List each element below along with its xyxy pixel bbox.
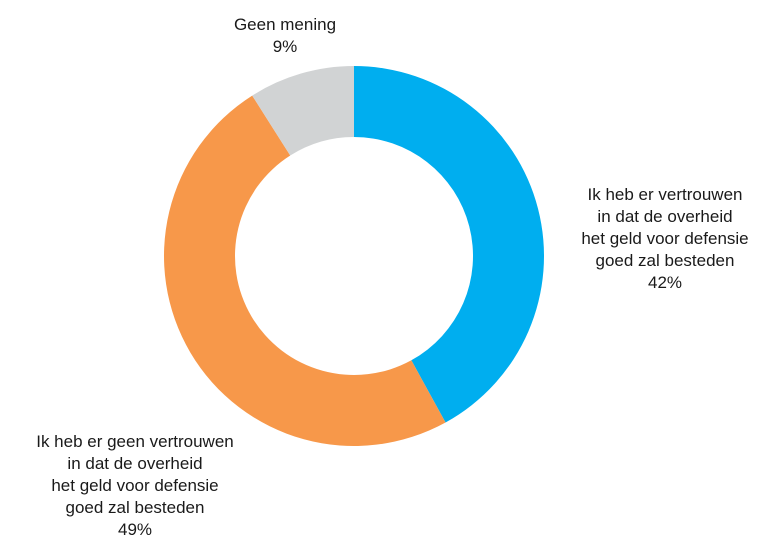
slice-value-label: 9% [272, 37, 298, 56]
donut-slices [163, 66, 545, 447]
slice-label-vertrouwen: Ik heb er vertrouwen in dat de overheid … [545, 184, 781, 294]
slice-label-line: het geld voor defensie [51, 476, 219, 495]
slice-value-label: 49% [117, 520, 153, 539]
slice-label-geen-vertrouwen: Ik heb er geen vertrouwen in dat de over… [0, 431, 270, 541]
donut-slice-vertrouwen [354, 66, 545, 423]
slice-label-line: goed zal besteden [65, 498, 205, 517]
slice-label-line: goed zal besteden [595, 251, 735, 270]
slice-label-line: Ik heb er vertrouwen [587, 185, 743, 204]
slice-label-line: in dat de overheid [597, 207, 733, 226]
slice-label-line: het geld voor defensie [581, 229, 749, 248]
donut-slice-geen-vertrouwen [163, 95, 446, 447]
slice-label-line: Ik heb er geen vertrouwen [36, 432, 234, 451]
slice-label-line: in dat de overheid [67, 454, 203, 473]
slice-value-label: 42% [647, 273, 683, 292]
slice-label-line: Geen mening [233, 15, 337, 34]
donut-slice-geen-mening [252, 66, 354, 156]
slice-label-geen-mening: Geen mening 9% [170, 14, 400, 58]
